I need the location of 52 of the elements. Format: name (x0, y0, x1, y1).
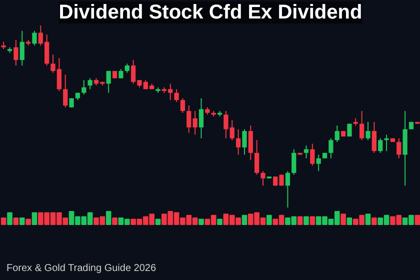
bar (217, 218, 222, 225)
candlestick (292, 148, 296, 176)
candlestick (180, 98, 186, 114)
candlestick (236, 128, 241, 156)
candlestick (14, 40, 18, 66)
bar (304, 216, 309, 225)
chart-title: Dividend Stock Cfd Ex Dividend (58, 2, 362, 24)
candlestick (310, 143, 315, 166)
candlestick (328, 138, 334, 159)
candlestick (316, 154, 321, 172)
bar (340, 214, 346, 225)
bar (19, 218, 25, 225)
candlestick (20, 30, 24, 66)
bar (414, 214, 420, 225)
bar (346, 218, 352, 225)
bar (365, 214, 371, 225)
candlestick (260, 170, 266, 186)
candlestick (242, 128, 247, 156)
candlestick (254, 140, 260, 176)
candlestick (82, 80, 86, 96)
bar (242, 214, 248, 225)
bar (106, 211, 112, 225)
bar (155, 218, 161, 225)
bar (372, 218, 377, 225)
candlestick (372, 121, 376, 154)
bar (266, 214, 272, 225)
candlestick (378, 138, 383, 154)
bar (198, 218, 204, 225)
candlestick (304, 145, 309, 159)
candlestick (32, 30, 37, 46)
candlestick (285, 170, 290, 208)
candlestick (360, 110, 364, 141)
text: Forex & Gold Trading Guide 2026 (6, 263, 156, 274)
bar (297, 216, 303, 225)
candlestick (174, 88, 179, 102)
candlestick (366, 121, 370, 141)
candlestick (248, 125, 253, 161)
candlestick (88, 78, 92, 90)
bar (26, 218, 31, 225)
candlestick (106, 70, 111, 94)
candlestick (124, 63, 130, 74)
candlestick (334, 125, 340, 142)
candlestick (198, 98, 204, 139)
bar (0, 218, 6, 225)
bar (7, 212, 12, 225)
bar (112, 218, 118, 225)
bar (32, 212, 38, 225)
bar (13, 218, 19, 225)
candlestick (347, 123, 352, 137)
candlestick (63, 74, 68, 108)
candlestick (396, 138, 402, 159)
bar (310, 216, 316, 225)
